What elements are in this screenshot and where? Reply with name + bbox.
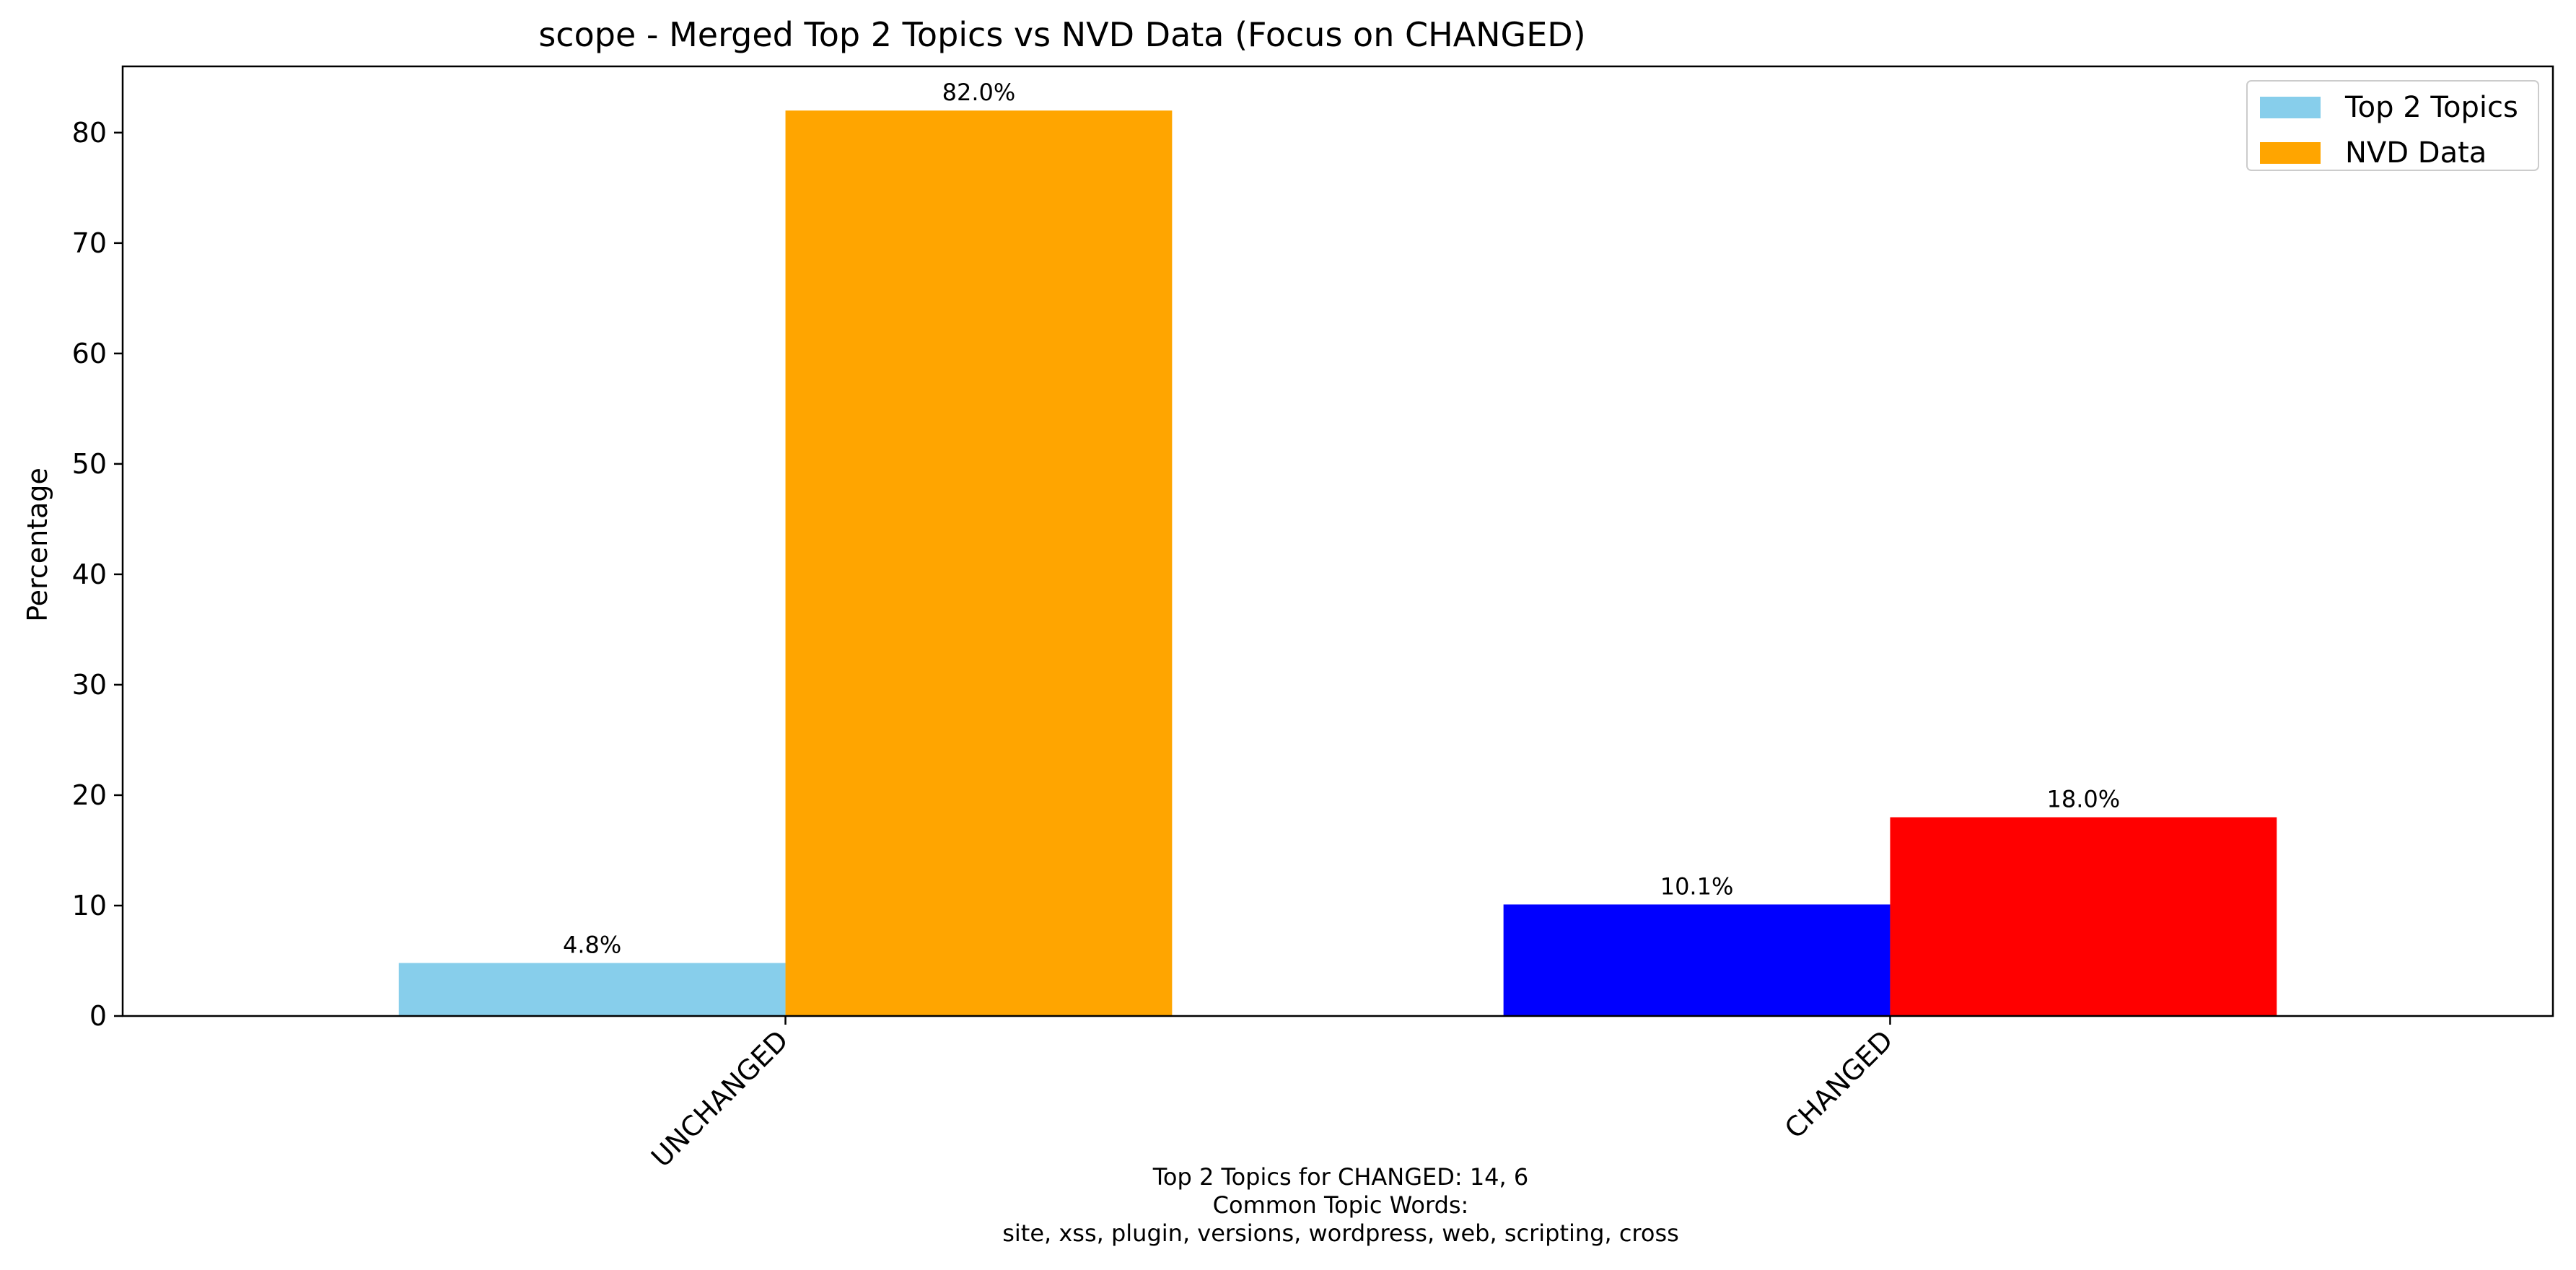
y-axis-label: Percentage [22, 468, 53, 622]
bar-value-label: 10.1% [1660, 872, 1734, 900]
legend-entry-label: NVD Data [2345, 136, 2487, 170]
y-tick-label: 50 [72, 448, 107, 480]
y-tick-label: 30 [72, 669, 107, 701]
y-tick-label: 0 [89, 1000, 107, 1032]
y-tick-label: 80 [72, 117, 107, 149]
y-tick-label: 10 [72, 890, 107, 921]
annotation-line-heading: Common Topic Words: [1213, 1191, 1469, 1219]
y-tick-label: 70 [72, 227, 107, 259]
legend-swatch [2260, 142, 2321, 164]
legend-swatch [2260, 97, 2321, 118]
axes-frame [121, 65, 2554, 1017]
annotation-line-words: site, xss, plugin, versions, wordpress, … [1002, 1219, 1679, 1247]
legend: Top 2 Topics NVD Data [2246, 80, 2539, 171]
bar [1890, 817, 2277, 1016]
y-tick-label: 20 [72, 779, 107, 811]
annotation-line-topics: Top 2 Topics for CHANGED: 14, 6 [1152, 1163, 1528, 1191]
y-axis: 0 10 20 30 40 50 60 70 80 [72, 117, 123, 1032]
topic-annotation: Top 2 Topics for CHANGED: 14, 6 Common T… [1002, 1163, 1679, 1247]
bar [1503, 904, 1891, 1016]
chart-title: scope - Merged Top 2 Topics vs NVD Data … [538, 15, 1585, 54]
y-tick-label: 40 [72, 559, 107, 590]
series-1: 4.8% 10.1% [398, 872, 1891, 1016]
bar-value-label: 82.0% [942, 79, 1016, 106]
bar-value-label: 4.8% [563, 932, 621, 959]
bar-value-label: 18.0% [2047, 786, 2121, 813]
legend-entry-label: Top 2 Topics [2344, 91, 2518, 124]
bar [785, 110, 1173, 1016]
series-2: 82.0% 18.0% [785, 79, 2277, 1016]
plot-area: 4.8%10.1%82.0%18.0%01020304050607080UNCH… [72, 65, 2554, 1173]
y-tick-label: 60 [72, 338, 107, 369]
bar [398, 963, 786, 1016]
